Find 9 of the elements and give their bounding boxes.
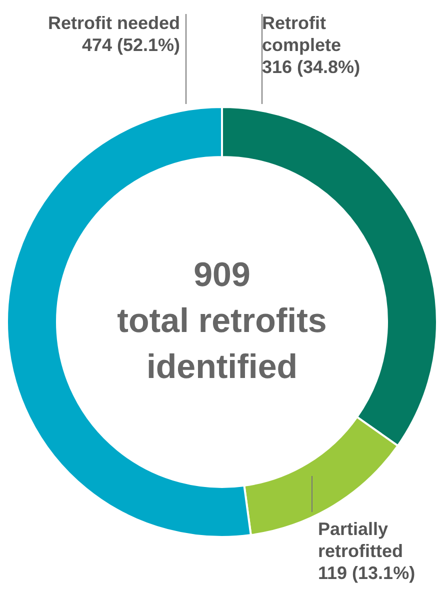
data-label: 474 (52.1%) xyxy=(82,35,180,55)
text: 909 xyxy=(194,256,250,294)
text: identified xyxy=(146,348,298,386)
slice-label: Partially retrofitted xyxy=(318,519,403,561)
slice-label: Retrofit needed xyxy=(48,13,180,33)
data-label: 316 (34.8%) xyxy=(262,57,360,77)
slice-label: Retrofit complete xyxy=(262,13,342,55)
data-label: 119 (13.1%) xyxy=(318,563,416,583)
text: total retrofits xyxy=(117,302,327,340)
